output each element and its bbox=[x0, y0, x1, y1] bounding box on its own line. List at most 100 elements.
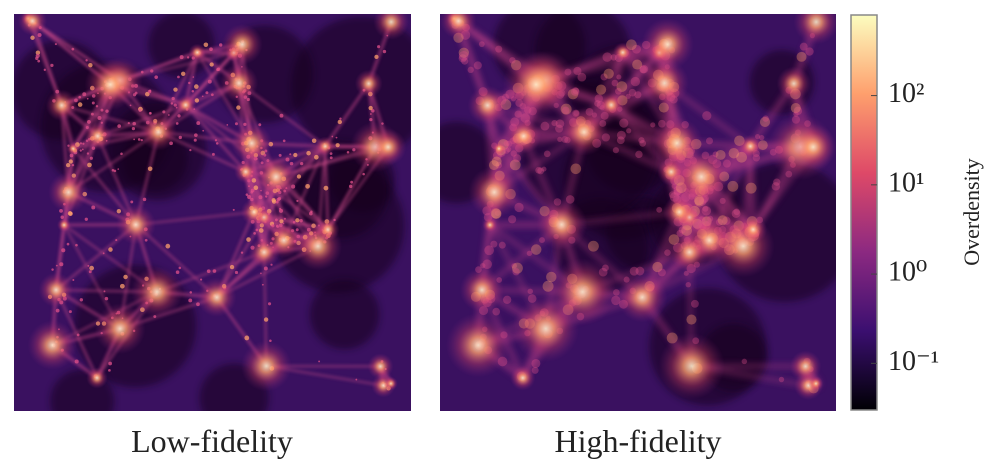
halo bbox=[127, 121, 130, 125]
halo bbox=[77, 102, 83, 107]
halo bbox=[805, 47, 814, 56]
halo bbox=[50, 63, 54, 68]
halo bbox=[793, 106, 803, 116]
halo bbox=[245, 193, 249, 196]
halo bbox=[362, 172, 365, 176]
halo bbox=[74, 359, 79, 364]
halo bbox=[37, 59, 41, 63]
halo bbox=[196, 121, 201, 126]
halo bbox=[71, 47, 75, 51]
halo bbox=[267, 302, 272, 306]
halo bbox=[657, 268, 666, 277]
halo bbox=[318, 360, 321, 363]
halo bbox=[495, 45, 503, 53]
halo bbox=[652, 261, 663, 273]
halo bbox=[171, 96, 175, 101]
halo bbox=[79, 298, 84, 302]
halo bbox=[229, 264, 235, 270]
halo bbox=[154, 75, 159, 79]
halo bbox=[43, 68, 46, 72]
halo bbox=[65, 162, 71, 168]
halo bbox=[560, 103, 572, 115]
halo bbox=[789, 123, 836, 171]
halo bbox=[467, 66, 474, 74]
halo bbox=[84, 217, 88, 221]
halo bbox=[530, 244, 542, 255]
halo bbox=[461, 57, 469, 65]
halo bbox=[115, 239, 118, 242]
halo bbox=[778, 376, 785, 383]
halo bbox=[727, 180, 739, 192]
panel-title: Low-fidelity bbox=[131, 423, 293, 459]
halo bbox=[616, 136, 625, 145]
halo bbox=[762, 115, 769, 122]
halo bbox=[274, 218, 278, 222]
halo bbox=[773, 178, 781, 186]
halo bbox=[47, 171, 89, 213]
halo bbox=[203, 42, 209, 48]
halo bbox=[130, 200, 134, 204]
halo bbox=[27, 320, 78, 371]
halo bbox=[219, 43, 223, 47]
halo bbox=[89, 265, 94, 271]
halo bbox=[56, 217, 72, 233]
halo bbox=[738, 134, 762, 158]
halo bbox=[72, 279, 75, 281]
halo bbox=[189, 149, 192, 152]
halo bbox=[226, 124, 229, 126]
halo bbox=[537, 167, 545, 175]
halo bbox=[78, 95, 82, 99]
halo bbox=[346, 150, 350, 154]
halo bbox=[548, 257, 617, 326]
halo bbox=[85, 59, 88, 62]
halo bbox=[502, 295, 512, 304]
halo bbox=[263, 317, 269, 322]
halo bbox=[246, 237, 251, 242]
halo bbox=[191, 90, 195, 93]
halo bbox=[634, 91, 642, 99]
halo bbox=[240, 198, 268, 226]
halo bbox=[480, 262, 486, 269]
halo bbox=[669, 232, 710, 273]
halo bbox=[656, 206, 663, 213]
halo bbox=[561, 106, 570, 115]
halo bbox=[335, 143, 340, 148]
halo bbox=[540, 121, 550, 131]
halo bbox=[130, 265, 183, 318]
halo bbox=[240, 340, 292, 392]
halo bbox=[165, 243, 171, 249]
halo bbox=[491, 156, 502, 167]
halo bbox=[87, 162, 92, 168]
halo bbox=[279, 219, 284, 224]
halo bbox=[793, 14, 836, 45]
halo bbox=[174, 94, 197, 116]
halo bbox=[630, 76, 641, 87]
halo bbox=[82, 92, 87, 97]
halo bbox=[88, 62, 93, 68]
colorbar-label: Overdensity bbox=[959, 158, 984, 266]
halo bbox=[120, 152, 123, 156]
halo bbox=[117, 124, 122, 128]
halo bbox=[598, 92, 624, 118]
halo bbox=[97, 115, 102, 121]
halo bbox=[490, 240, 498, 248]
halo bbox=[440, 14, 477, 40]
halo bbox=[335, 136, 338, 139]
halo bbox=[137, 138, 141, 141]
halo bbox=[635, 150, 643, 159]
halo bbox=[337, 119, 342, 125]
halo bbox=[482, 217, 498, 233]
halo bbox=[55, 308, 60, 313]
halo bbox=[641, 17, 695, 71]
halo bbox=[382, 49, 387, 54]
halo bbox=[123, 274, 128, 280]
halo bbox=[350, 180, 354, 184]
halo bbox=[745, 182, 757, 194]
halo bbox=[177, 114, 181, 118]
halo bbox=[255, 228, 259, 232]
halo bbox=[211, 152, 215, 156]
tick-label: 10⁰ bbox=[888, 257, 927, 288]
halo bbox=[492, 307, 501, 316]
halo bbox=[142, 197, 147, 202]
halo bbox=[638, 137, 645, 144]
